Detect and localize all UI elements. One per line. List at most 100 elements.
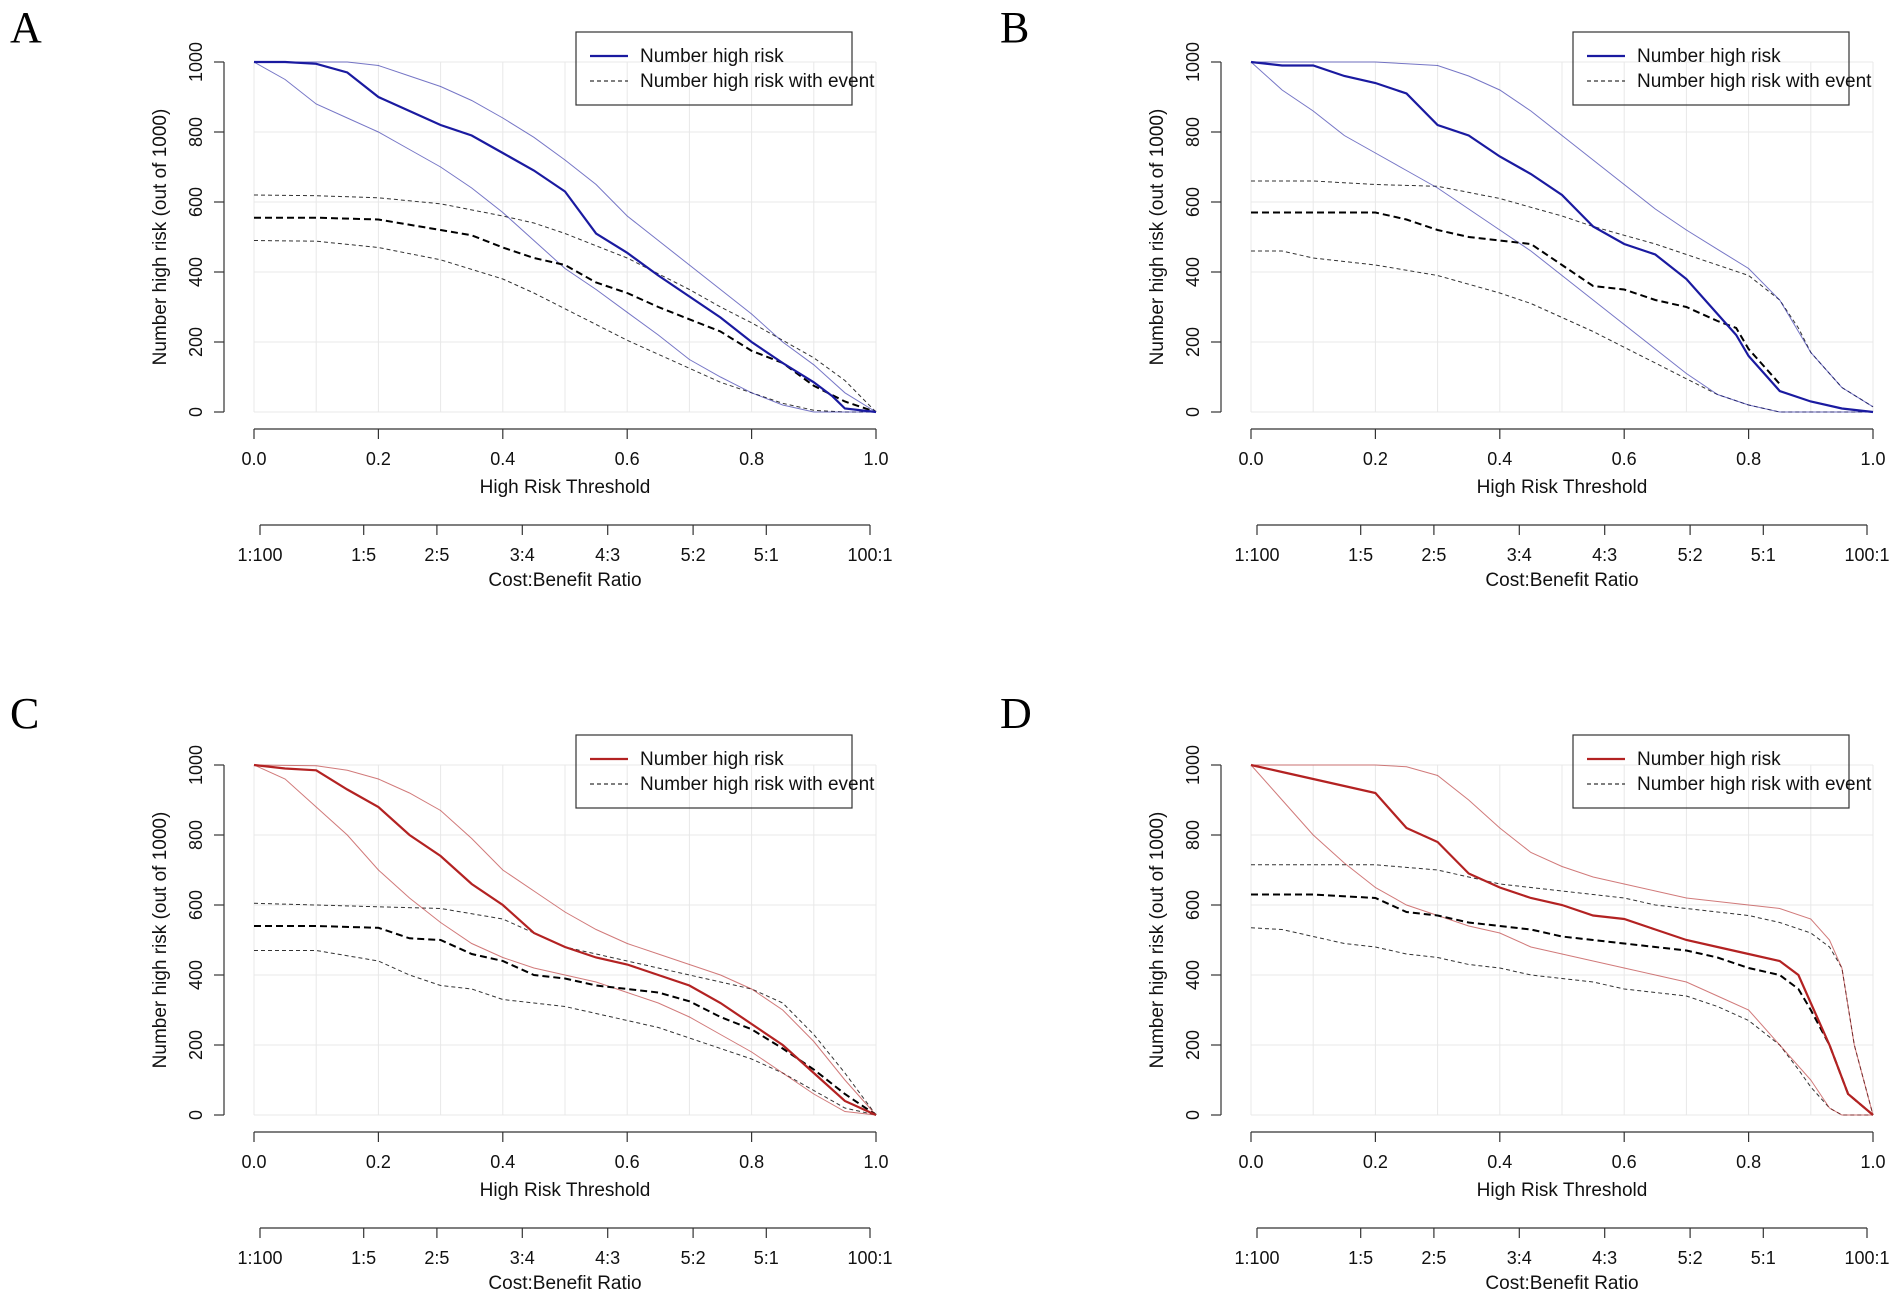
series-number-high-risk-upper [253, 764, 877, 1116]
y-tick-label: 600 [186, 890, 206, 920]
x-tick-label: 0.0 [1238, 1152, 1263, 1172]
x-tick-label: 1.0 [863, 449, 888, 469]
y-tick-label: 400 [186, 257, 206, 287]
ratio-tick-label: 3:4 [510, 545, 535, 565]
x-tick-label: 0.2 [366, 449, 391, 469]
y-axis-label: Number high risk (out of 1000) [1147, 812, 1168, 1069]
ratio-tick-label: 5:1 [754, 1248, 779, 1268]
y-tick-label: 800 [1183, 117, 1203, 147]
ratio-tick-label: 1:100 [1234, 1248, 1279, 1268]
ratio-tick-label: 5:1 [754, 545, 779, 565]
ratio-tick-label: 1:5 [1348, 545, 1373, 565]
panel-letter: D [1000, 689, 1032, 738]
ratio-tick-label: 100:1 [1844, 545, 1889, 565]
y-tick-label: 400 [1183, 257, 1203, 287]
series-number-high-risk-with-event [1251, 893, 1874, 1116]
series-number-high-risk-lower [253, 61, 876, 413]
grid [253, 764, 877, 1116]
x-tick-label: 0.6 [1612, 1152, 1637, 1172]
legend-label: Number high risk with event [640, 774, 875, 795]
ratio-tick-label: 3:4 [1507, 1248, 1532, 1268]
legend-label: Number high risk [1637, 749, 1781, 770]
series-event-lower [253, 240, 876, 413]
legend: Number high risk Number high risk with ev… [1572, 31, 1872, 106]
x-tick-label: 1.0 [1860, 1152, 1885, 1172]
y-tick-label: 400 [1183, 960, 1203, 990]
series-event-lower [1250, 927, 1873, 1116]
series-event-upper [253, 194, 877, 413]
legend-label: Number high risk with event [1637, 71, 1872, 92]
series-number-high-risk-lower [1250, 61, 1873, 413]
y-tick-label: 1000 [186, 42, 206, 82]
y-tick-label: 0 [1183, 1110, 1203, 1120]
grid [1250, 764, 1874, 1116]
ratio-tick-label: 5:2 [681, 1248, 706, 1268]
x-tick-label: 0.2 [1363, 449, 1388, 469]
ratio-tick-label: 4:3 [595, 1248, 620, 1268]
legend-box [1572, 31, 1850, 106]
y-tick-label: 200 [186, 327, 206, 357]
series-number-high-risk-upper [254, 61, 877, 413]
y-axis-label: Number high risk (out of 1000) [150, 812, 171, 1069]
panel-d: D 0 200 400 600 800 1000 Number high risk (out … [1000, 689, 1890, 1294]
panel-a: A 0 200 400 600 800 1000 Number high risk (out … [10, 3, 893, 591]
x-axis-label: High Risk Threshold [1477, 1180, 1648, 1201]
legend-label: Number high risk [1637, 46, 1781, 67]
series-number-high-risk-with-event [254, 925, 877, 1116]
ratio-tick-label: 4:3 [1592, 1248, 1617, 1268]
ratio-tick-label: 2:5 [424, 1248, 449, 1268]
legend-label: Number high risk [640, 749, 784, 770]
ratio-axis-label: Cost:Benefit Ratio [1485, 570, 1638, 591]
ratio-tick-label: 100:1 [847, 545, 892, 565]
series-number-high-risk [1250, 60, 1874, 414]
series-event-upper [1251, 180, 1874, 408]
y-tick-label: 0 [1183, 407, 1203, 417]
x-tick-label: 0.6 [615, 449, 640, 469]
panel-c: C 0 200 400 600 800 1000 Number high risk (out … [10, 689, 893, 1294]
ratio-tick-label: 1:5 [351, 545, 376, 565]
ratio-tick-label: 100:1 [1844, 1248, 1889, 1268]
y-tick-label: 400 [186, 960, 206, 990]
ratio-tick-label: 5:1 [1751, 545, 1776, 565]
ratio-axis-label: Cost:Benefit Ratio [1485, 1273, 1638, 1294]
x-tick-label: 1.0 [863, 1152, 888, 1172]
ratio-tick-label: 1:100 [1234, 545, 1279, 565]
series-number-high-risk-lower [253, 764, 877, 1116]
ratio-tick-label: 1:100 [237, 1248, 282, 1268]
series-number-high-risk [1250, 763, 1874, 1116]
ratio-tick-label: 3:4 [510, 1248, 535, 1268]
series-number-high-risk-upper [1251, 764, 1874, 1116]
y-tick-label: 0 [186, 1110, 206, 1120]
series-number-high-risk-upper [1251, 61, 1874, 408]
y-tick-label: 1000 [1183, 42, 1203, 82]
series-number-high-risk [253, 763, 877, 1117]
y-axis-label: Number high risk (out of 1000) [150, 109, 171, 366]
ratio-tick-label: 5:1 [1751, 1248, 1776, 1268]
series-number-high-risk-lower [1250, 764, 1873, 1116]
x-axis-label: High Risk Threshold [1477, 477, 1648, 498]
grid [1250, 61, 1874, 413]
y-tick-label: 600 [1183, 187, 1203, 217]
x-tick-label: 1.0 [1860, 449, 1885, 469]
x-tick-label: 0.8 [739, 1152, 764, 1172]
ratio-tick-label: 100:1 [847, 1248, 892, 1268]
legend: Number high risk Number high risk with ev… [575, 31, 875, 106]
x-tick-label: 0.6 [1612, 449, 1637, 469]
ratio-tick-label: 5:2 [681, 545, 706, 565]
x-tick-label: 0.0 [241, 449, 266, 469]
legend-box [1572, 734, 1850, 809]
series-number-high-risk [254, 60, 877, 414]
x-axis-label: High Risk Threshold [480, 1180, 651, 1201]
series-event-upper [253, 902, 877, 1116]
x-tick-label: 0.2 [366, 1152, 391, 1172]
y-tick-label: 1000 [186, 745, 206, 785]
y-axis-label: Number high risk (out of 1000) [1147, 109, 1168, 366]
y-tick-label: 600 [1183, 890, 1203, 920]
x-tick-label: 0.4 [1487, 1152, 1512, 1172]
legend-box [575, 31, 853, 106]
legend-label: Number high risk with event [640, 71, 875, 92]
legend: Number high risk Number high risk with ev… [575, 734, 875, 809]
y-tick-label: 0 [186, 407, 206, 417]
ratio-tick-label: 1:5 [1348, 1248, 1373, 1268]
